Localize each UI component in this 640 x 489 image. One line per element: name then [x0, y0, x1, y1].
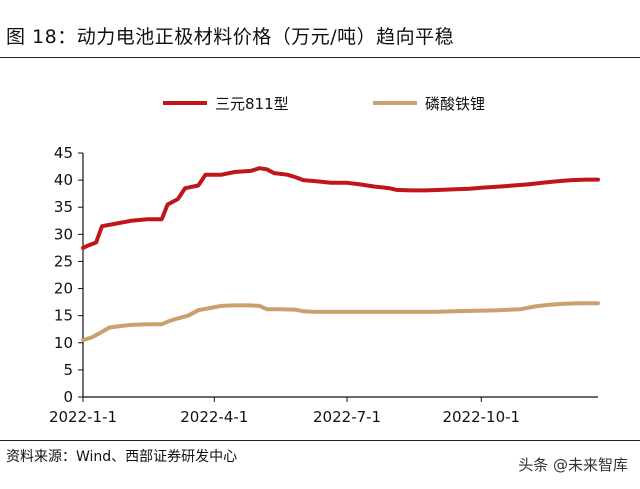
source-rule — [0, 440, 640, 441]
series-line-2 — [81, 301, 600, 343]
y-tick-label: 30 — [54, 225, 73, 243]
y-tick-label: 40 — [54, 171, 73, 189]
figure-title: 图 18：动力电池正极材料价格（万元/吨）趋向平稳 — [6, 26, 455, 48]
watermark: 头条 @未来智库 — [518, 456, 628, 474]
chart-series — [81, 166, 600, 343]
legend-label-2: 磷酸铁锂 — [425, 95, 485, 113]
y-tick-label: 10 — [54, 334, 73, 352]
y-tick-label: 15 — [54, 307, 73, 325]
x-tick-label: 2022-1-1 — [49, 408, 117, 426]
x-tick-label: 2022-4-1 — [180, 408, 248, 426]
y-tick-label: 5 — [63, 361, 73, 379]
x-tick-label: 2022-10-1 — [442, 408, 520, 426]
title-rule — [0, 57, 640, 58]
y-tick-label: 45 — [54, 144, 73, 162]
y-tick-label: 35 — [54, 198, 73, 216]
y-tick-label: 25 — [54, 252, 73, 270]
chart-axes: 0 5 10 15 20 25 30 35 40 45 2022-1-1 2022-4-1 2022-7… — [49, 144, 598, 426]
line-chart: 三元811型 磷酸铁锂 0 5 10 15 20 25 30 35 40 45 2022-1-1 202… — [49, 95, 600, 426]
series-line-1 — [81, 166, 600, 250]
legend-label-1: 三元811型 — [215, 95, 289, 113]
source-note: 资料来源：Wind、西部证券研发中心 — [6, 449, 238, 465]
y-tick-label: 0 — [63, 388, 73, 406]
x-tick-label: 2022-7-1 — [313, 408, 381, 426]
chart-legend: 三元811型 磷酸铁锂 — [163, 95, 485, 113]
y-tick-label: 20 — [54, 280, 73, 298]
